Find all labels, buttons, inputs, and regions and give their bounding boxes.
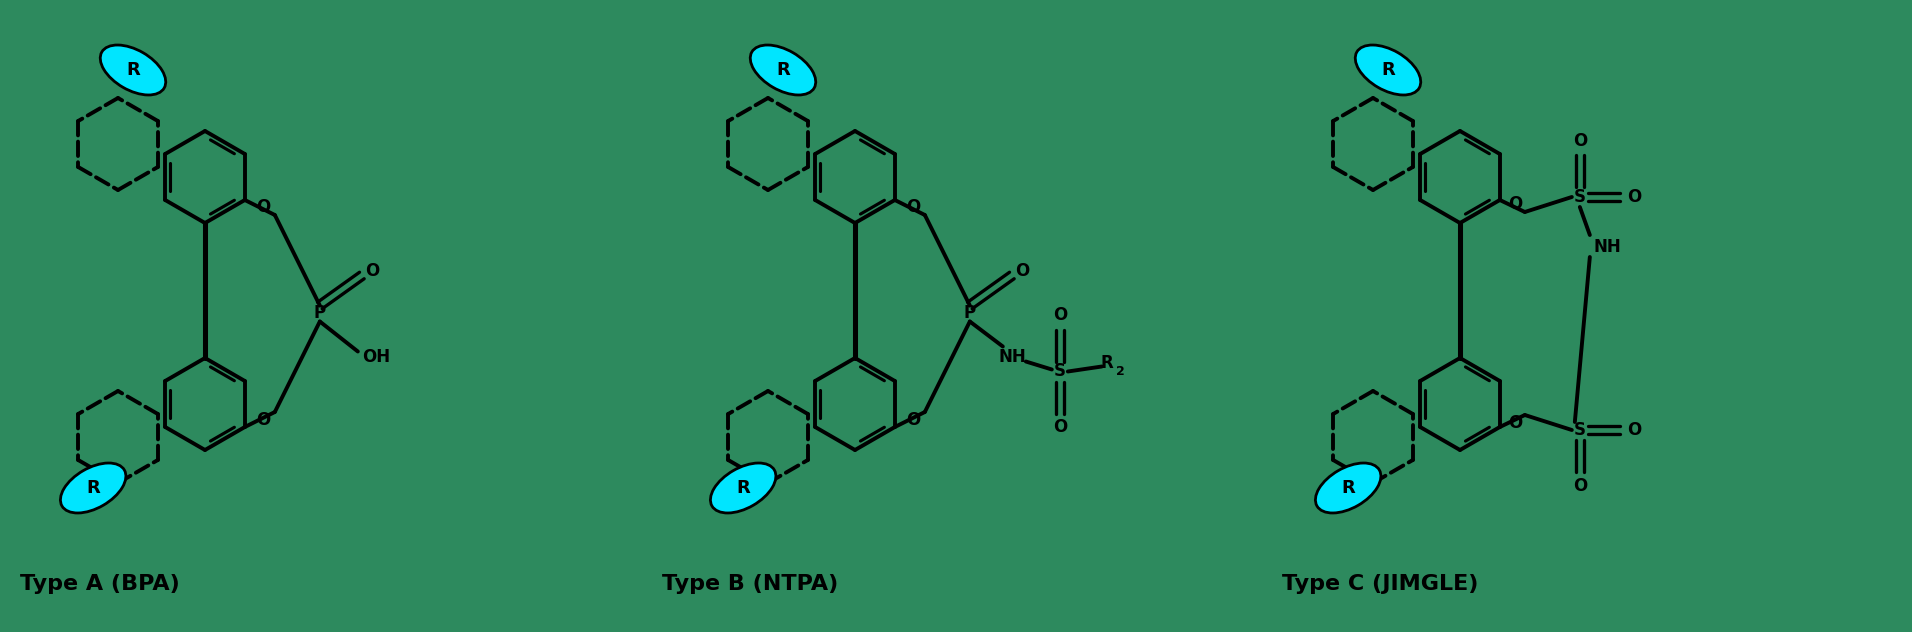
Text: O: O — [1509, 414, 1522, 432]
Text: S: S — [1574, 188, 1585, 206]
Text: O: O — [1627, 188, 1640, 206]
Text: O: O — [1015, 262, 1029, 279]
Text: Type C (JIMGLE): Type C (JIMGLE) — [1281, 574, 1478, 594]
Text: R: R — [86, 479, 99, 497]
Ellipse shape — [99, 45, 166, 95]
Text: O: O — [1574, 132, 1587, 150]
Text: O: O — [1054, 418, 1067, 437]
Text: R: R — [126, 61, 140, 79]
Text: R: R — [1380, 61, 1396, 79]
Text: O: O — [1509, 195, 1522, 213]
Text: O: O — [906, 411, 920, 429]
Text: P: P — [314, 305, 325, 322]
Text: O: O — [256, 198, 270, 216]
Text: O: O — [906, 198, 920, 216]
Ellipse shape — [1356, 45, 1421, 95]
Text: NH: NH — [998, 348, 1027, 365]
Text: O: O — [1627, 421, 1640, 439]
Ellipse shape — [750, 45, 816, 95]
Ellipse shape — [711, 463, 776, 513]
Text: Type A (BPA): Type A (BPA) — [21, 574, 180, 594]
Text: S: S — [1054, 363, 1065, 380]
Text: OH: OH — [361, 348, 390, 365]
Text: O: O — [256, 411, 270, 429]
Text: O: O — [1574, 477, 1587, 495]
Text: Type B (NTPA): Type B (NTPA) — [662, 574, 837, 594]
Text: S: S — [1574, 421, 1585, 439]
Text: 2: 2 — [1117, 365, 1126, 378]
Text: R: R — [1342, 479, 1356, 497]
Ellipse shape — [1315, 463, 1380, 513]
Text: P: P — [964, 305, 975, 322]
Text: NH: NH — [1595, 238, 1621, 256]
Text: R: R — [1101, 355, 1113, 372]
Text: O: O — [1054, 307, 1067, 324]
Text: O: O — [365, 262, 379, 279]
Ellipse shape — [61, 463, 126, 513]
Text: R: R — [736, 479, 750, 497]
Text: R: R — [776, 61, 790, 79]
